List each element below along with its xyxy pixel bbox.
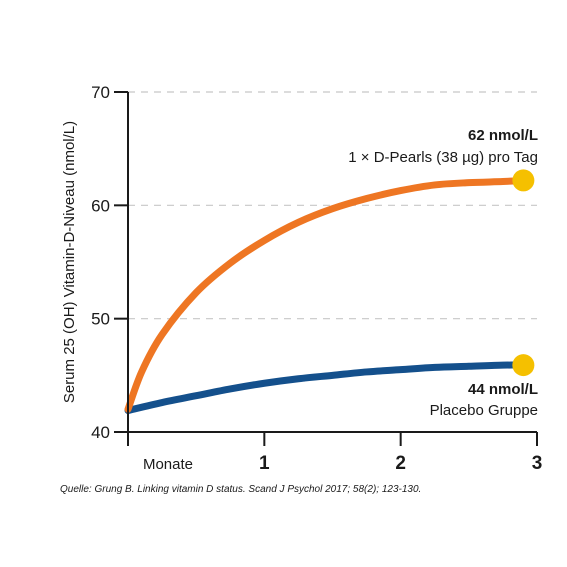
y-tick-label-50: 50 xyxy=(91,310,110,329)
blue-endpoint-value: 44 nmol/L xyxy=(468,381,538,398)
blue-endpoint-text: Placebo Gruppe xyxy=(430,402,538,419)
orange-endpoint-value: 62 nmol/L xyxy=(468,127,538,144)
series-group xyxy=(124,176,527,414)
y-axis-title: Serum 25 (OH) Vitamin-D-Niveau (nmol/L) xyxy=(61,121,78,403)
orange-endpoint-text: 1 × D-Pearls (38 µg) pro Tag xyxy=(348,149,538,166)
y-tick-label-60: 60 xyxy=(91,196,110,215)
source-note: Quelle: Grung B. Linking vitamin D statu… xyxy=(60,484,421,495)
grid-lines xyxy=(128,91,537,320)
y-tick-label-70: 70 xyxy=(91,83,110,102)
axes: 40 50 60 70 1 2 3 xyxy=(91,83,542,474)
x-tick-label-3: 3 xyxy=(532,453,543,474)
x-tick-label-2: 2 xyxy=(395,453,406,474)
series-line-d-pearls xyxy=(124,176,527,413)
y-tick-label-40: 40 xyxy=(91,423,110,442)
x-tick-label-1: 1 xyxy=(259,453,270,474)
series-line-placebo xyxy=(124,361,527,414)
endpoint-marker-placebo xyxy=(512,354,535,377)
endpoint-marker-d-pearls xyxy=(512,169,535,192)
endpoint-markers xyxy=(512,169,535,377)
x-axis-title: Monate xyxy=(143,456,193,473)
